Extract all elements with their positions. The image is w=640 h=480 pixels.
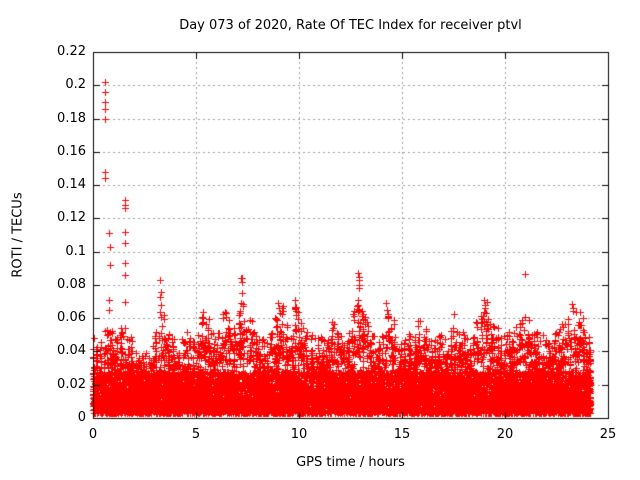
- x-tick-label: 20: [496, 427, 514, 442]
- chart-title: Day 073 of 2020, Rate Of TEC Index for r…: [179, 18, 522, 33]
- y-tick-label: 0.1: [65, 244, 86, 259]
- y-tick-label: 0.18: [57, 111, 86, 126]
- y-tick-label: 0.14: [57, 177, 86, 192]
- x-tick-label: 0: [88, 427, 98, 442]
- x-axis-title: GPS time / hours: [296, 455, 405, 470]
- x-tick-label: 5: [191, 427, 201, 442]
- y-tick-label: 0.16: [57, 144, 86, 159]
- y-tick-label: 0.04: [57, 343, 86, 358]
- y-tick-label: 0.02: [57, 377, 86, 392]
- y-axis-title: ROTI / TECUs: [10, 192, 26, 278]
- y-tick-label: 0.2: [65, 77, 86, 92]
- x-tick-label: 15: [393, 427, 411, 442]
- y-tick-label: 0.12: [57, 210, 86, 225]
- y-tick-label: 0.22: [57, 44, 86, 59]
- y-tick-label: 0.06: [57, 310, 86, 325]
- y-tick-label: 0: [77, 410, 86, 425]
- x-tick-label: 10: [290, 427, 308, 442]
- y-tick-label: 0.08: [57, 277, 86, 292]
- x-tick-label: 25: [599, 427, 617, 442]
